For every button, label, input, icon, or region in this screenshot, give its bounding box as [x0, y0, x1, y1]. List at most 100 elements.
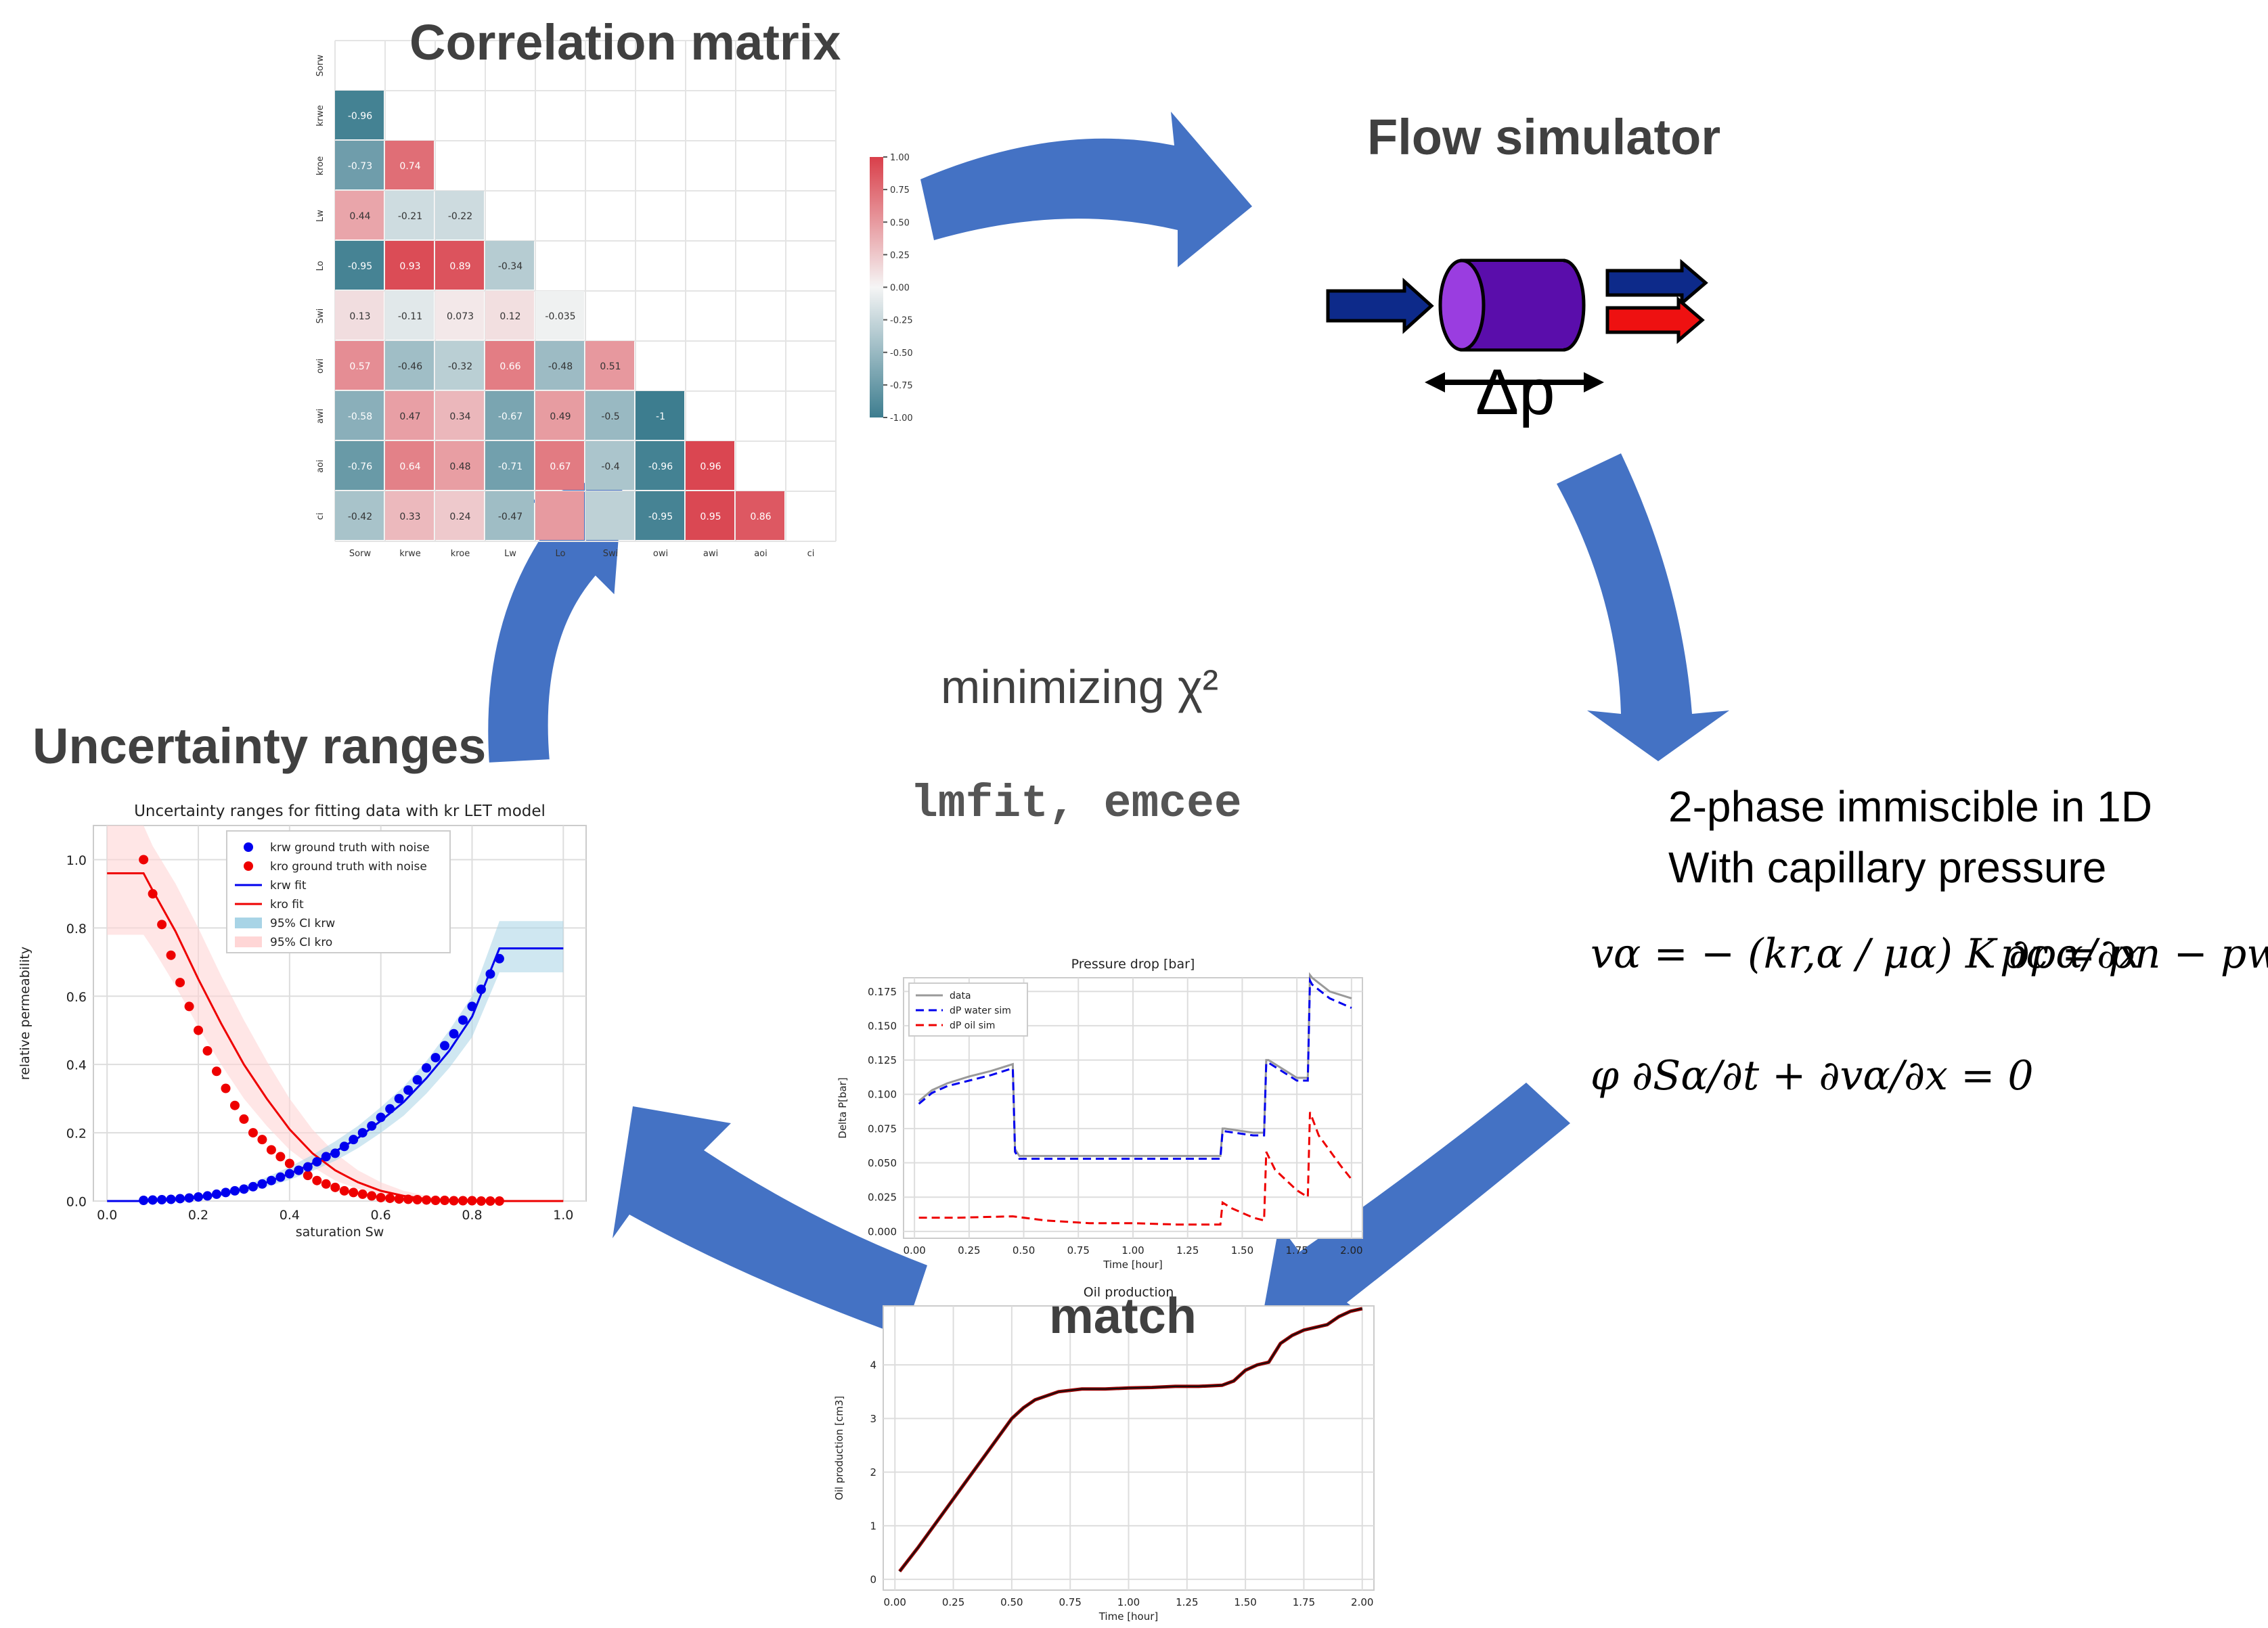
krw-point — [157, 1194, 167, 1204]
y-tick-label: 0.100 — [868, 1089, 897, 1101]
heatmap-x-tick-label: ci — [807, 549, 815, 559]
heatmap-value-label: 0.89 — [449, 261, 470, 272]
heatmap-x-tick-label: awi — [703, 549, 718, 559]
heatmap-value-label: -0.32 — [448, 361, 472, 372]
legend-label: 95% CI kro — [270, 936, 332, 949]
y-tick-label: 0.050 — [868, 1157, 897, 1169]
y-tick-label: 1 — [870, 1520, 876, 1532]
heatmap-y-tick-label: Swi — [315, 309, 326, 324]
y-tick-label: 1.0 — [66, 853, 87, 868]
krw-point — [485, 969, 495, 979]
heatmap-cell — [585, 341, 634, 390]
colorbar-tick-label: -1.00 — [890, 413, 913, 424]
kro-point — [148, 888, 158, 899]
heatmap-cell — [535, 391, 584, 440]
kro-point — [357, 1189, 368, 1199]
heatmap-cell — [435, 491, 484, 540]
heatmap-cell — [385, 291, 434, 340]
legend-label: kro ground truth with noise — [270, 860, 427, 874]
heatmap-value-label: -0.11 — [398, 311, 422, 322]
x-tick-label: 0.25 — [958, 1244, 980, 1257]
heatmap-value-label: -0.47 — [498, 512, 522, 522]
relperm-chart: 0.0 0.2 0.4 0.6 0.8 1.0 0.0 0.2 0.4 0.6 0.8 1.0 Unce… — [18, 802, 587, 1240]
heatmap-y-tick-label: Lo — [315, 261, 326, 271]
heatmap-cell — [485, 241, 534, 290]
y-tick-label: 0 — [870, 1574, 876, 1586]
x-tick-label: 0.8 — [462, 1208, 482, 1223]
y-tick-label: 0.150 — [868, 1020, 897, 1032]
y-tick-label: 0.125 — [868, 1054, 897, 1066]
series-line-2 — [918, 1112, 1353, 1226]
krw-point — [294, 1165, 304, 1175]
kro-point — [212, 1066, 221, 1077]
y-axis-label: Delta P[bar] — [837, 1077, 849, 1138]
heatmap-value-label: -0.73 — [348, 161, 372, 172]
kro-point — [339, 1185, 349, 1196]
colorbar-tick-label: -0.75 — [890, 381, 913, 391]
kro-point — [284, 1158, 294, 1169]
chart-title: Uncertainty ranges for fitting data with… — [134, 802, 546, 820]
y-tick-label: 0.025 — [868, 1192, 897, 1204]
legend-label: krw ground truth with noise — [270, 841, 430, 855]
heatmap-cell — [435, 341, 484, 390]
krw-point — [284, 1169, 294, 1179]
x-tick-label: 0.75 — [1059, 1596, 1081, 1608]
heatmap-cell — [335, 441, 384, 490]
heatmap-x-tick-label: Sorw — [349, 549, 372, 559]
krw-point — [312, 1156, 322, 1167]
krw-point — [458, 1015, 468, 1025]
y-tick-label: 0.4 — [66, 1058, 87, 1073]
y-tick-label: 0.8 — [66, 922, 87, 936]
kro-point — [349, 1188, 359, 1198]
core-icon — [1326, 258, 1708, 392]
krw-point — [139, 1195, 149, 1205]
x-tick-label: 0.4 — [280, 1208, 300, 1223]
heatmap-cell — [435, 391, 484, 440]
kro-point — [229, 1100, 240, 1110]
heatmap-cell — [535, 291, 584, 340]
heatmap-cell — [636, 441, 684, 490]
inflow-arrow-icon — [1326, 277, 1434, 334]
heatmap-value-label: -0.96 — [648, 461, 673, 472]
x-tick-label: 0.2 — [188, 1208, 208, 1223]
y-tick-label: 2 — [870, 1466, 876, 1478]
heatmap-cell — [335, 91, 384, 139]
heatmap-cell — [385, 441, 434, 490]
kro-point — [476, 1196, 486, 1206]
kro-point — [467, 1196, 477, 1206]
krw-point — [339, 1141, 349, 1152]
krw-point — [166, 1194, 176, 1204]
heatmap-y-tick-label: Sorw — [315, 55, 326, 77]
kro-point — [221, 1083, 231, 1093]
krw-point — [248, 1181, 258, 1192]
colorbar — [870, 157, 883, 417]
kro-point — [184, 1001, 194, 1012]
heatmap-x-tick-label: krwe — [399, 549, 421, 559]
heatmap-cell — [636, 391, 684, 440]
colorbar-tick-label: -0.50 — [890, 348, 913, 359]
kro-point — [248, 1128, 258, 1138]
x-tick-label: 1.75 — [1285, 1244, 1308, 1257]
kro-point — [157, 920, 167, 930]
x-tick-label: 0.50 — [1013, 1244, 1035, 1257]
colorbar-tick-label: 0.00 — [890, 284, 910, 294]
arrow-to-simulator — [920, 112, 1252, 267]
heatmap-value-label: 0.48 — [449, 461, 470, 472]
krw-point — [494, 953, 504, 964]
kro-point — [139, 855, 149, 865]
legend-marker — [235, 918, 262, 928]
heatmap-cell — [485, 491, 534, 540]
heatmap-x-tick-label: aoi — [754, 549, 768, 559]
krw-point — [467, 1001, 477, 1012]
chart-title: Oil production — [1084, 1285, 1174, 1300]
kro-point — [412, 1194, 422, 1204]
minimizing-label: minimizing χ² — [941, 660, 1219, 713]
heatmap-y-tick-label: krwe — [315, 105, 326, 127]
heatmap-cell — [535, 491, 584, 540]
x-tick-label: 1.25 — [1176, 1244, 1199, 1257]
heatmap-value-label: -0.71 — [498, 461, 522, 472]
krw-point — [394, 1093, 404, 1104]
outflow-water-arrow-icon — [1605, 258, 1708, 307]
x-tick-label: 0.00 — [884, 1596, 906, 1608]
